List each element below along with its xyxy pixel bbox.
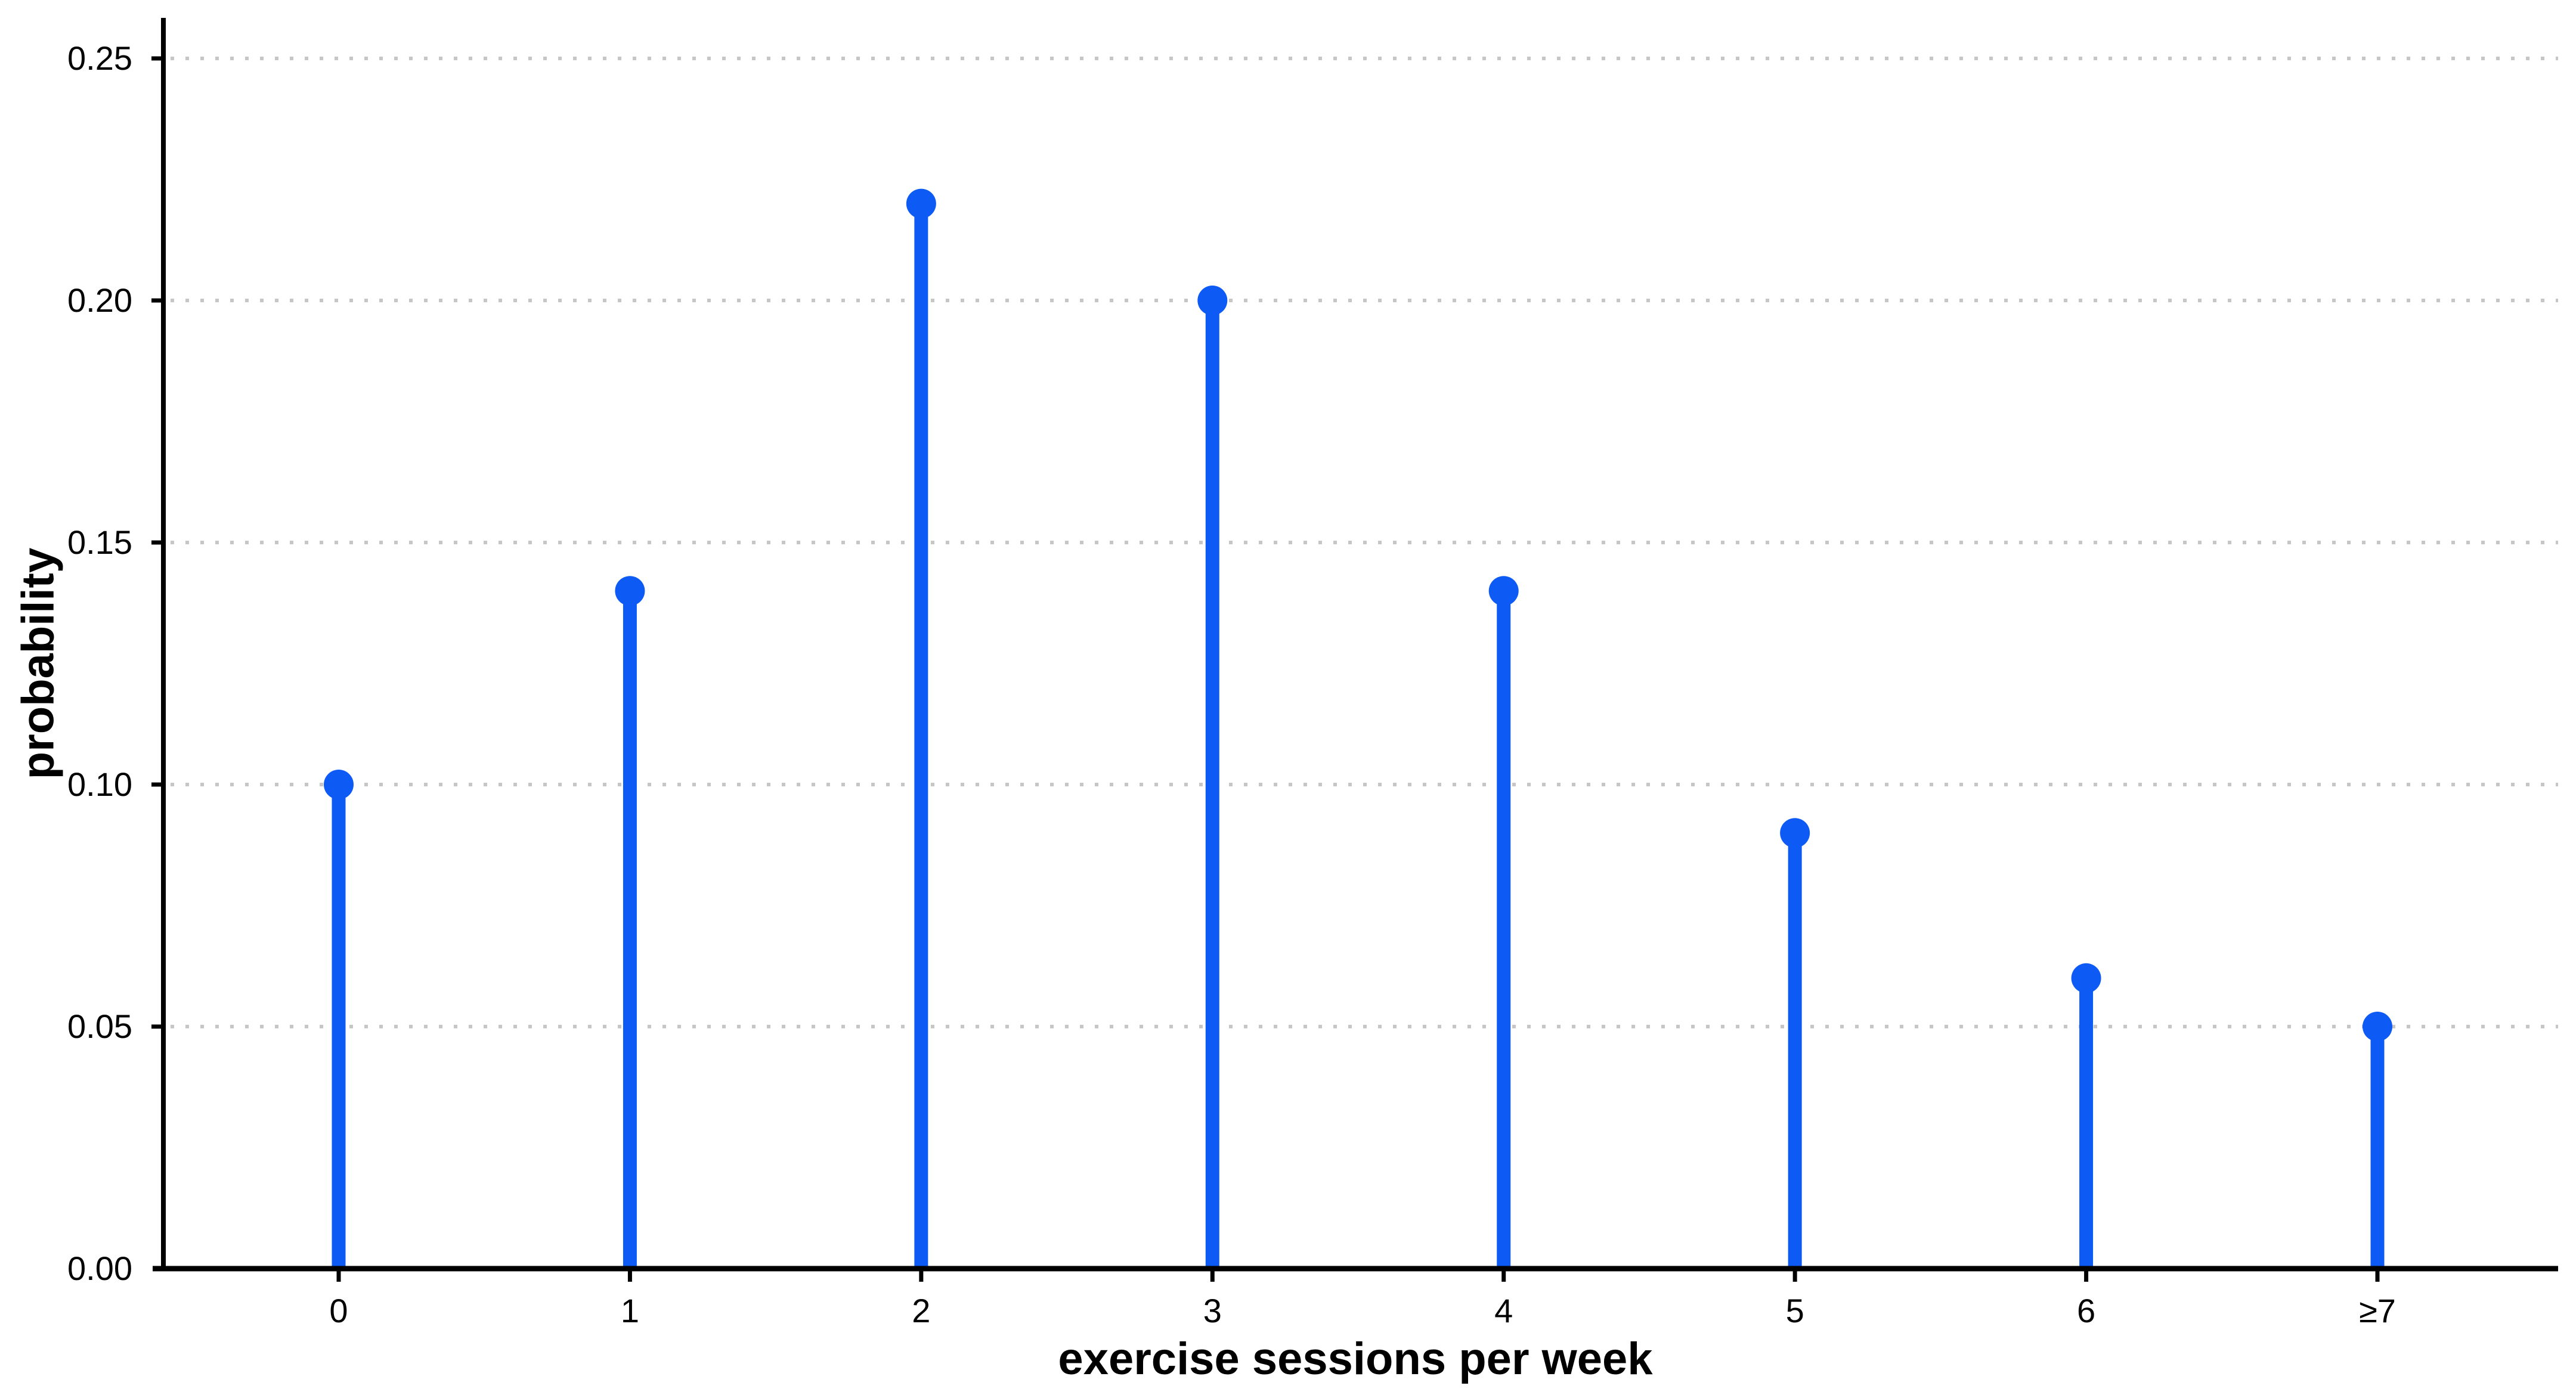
data-point-marker: [2363, 1012, 2393, 1041]
data-point-marker: [906, 188, 936, 219]
x-tick-label: 2: [912, 1292, 930, 1329]
data-point-marker: [1488, 576, 1519, 606]
x-tick-label: ≥7: [2359, 1292, 2396, 1329]
x-tick-label: 0: [329, 1292, 348, 1329]
x-tick-label: 6: [2077, 1292, 2095, 1329]
data-point-marker: [615, 576, 645, 606]
x-tick-label: 3: [1203, 1292, 1222, 1329]
x-tick-label: 1: [621, 1292, 639, 1329]
data-point-marker: [2071, 963, 2101, 993]
x-tick-label: 4: [1494, 1292, 1513, 1329]
y-tick-label: 0.20: [67, 281, 132, 319]
y-tick-label: 0.10: [67, 765, 132, 803]
y-axis-title: probability: [13, 547, 64, 780]
y-tick-label: 0.15: [67, 523, 132, 561]
y-tick-label: 0.00: [67, 1250, 132, 1287]
data-point-marker: [324, 770, 354, 799]
x-axis-title: exercise sessions per week: [1058, 1334, 1653, 1384]
y-tick-label: 0.05: [67, 1008, 132, 1045]
x-tick-label: 5: [1786, 1292, 1804, 1329]
data-point-marker: [1780, 818, 1810, 848]
data-point-marker: [1197, 286, 1228, 315]
y-tick-label: 0.25: [67, 39, 132, 77]
